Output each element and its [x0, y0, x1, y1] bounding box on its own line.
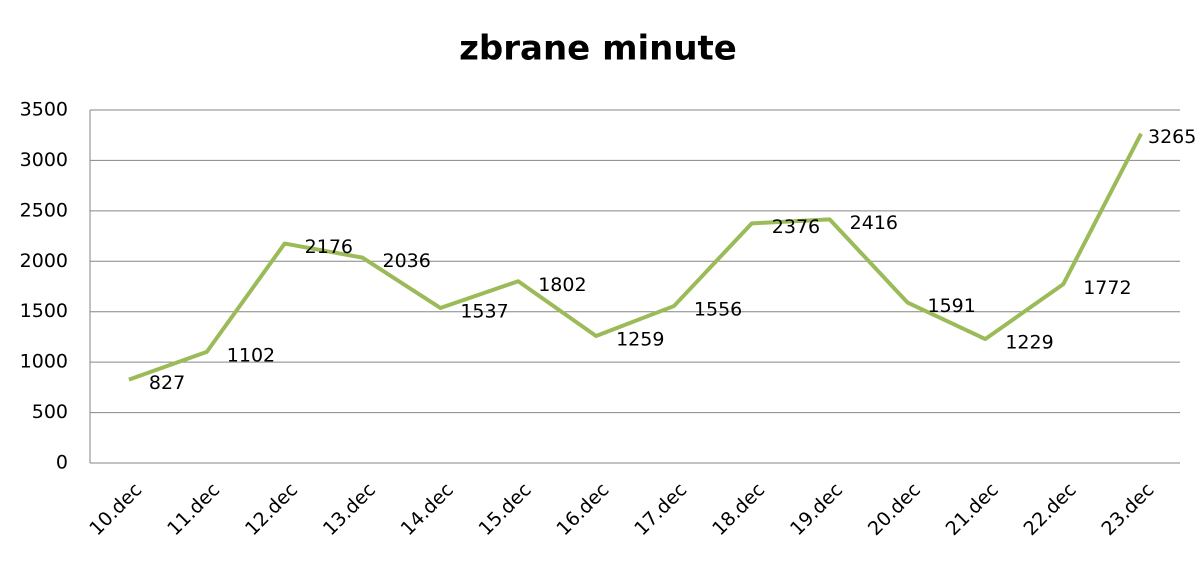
y-tick-label: 1500 [20, 300, 68, 322]
data-label: 1772 [1083, 277, 1131, 299]
data-label: 1537 [460, 300, 508, 322]
x-tick-label: 13.dec [319, 479, 380, 540]
x-tick-label: 12.dec [241, 479, 302, 540]
y-tick-label: 0 [56, 452, 68, 474]
y-tick-label: 2500 [20, 199, 68, 221]
x-tick-label: 19.dec [786, 479, 847, 540]
data-label: 827 [149, 372, 185, 394]
data-label: 1591 [928, 295, 976, 317]
x-tick-label: 22.dec [1020, 479, 1081, 540]
x-tick-label: 21.dec [942, 479, 1003, 540]
data-label: 1102 [227, 344, 275, 366]
x-tick-label: 23.dec [1097, 479, 1158, 540]
x-tick-label: 17.dec [630, 479, 691, 540]
line [128, 132, 1143, 382]
data-label: 1229 [1005, 332, 1053, 354]
data-label: 1802 [538, 274, 586, 296]
data-label: 2176 [305, 236, 353, 258]
y-tick-label: 1000 [20, 351, 68, 373]
y-tick-label: 2000 [20, 250, 68, 272]
y-tick-label: 3500 [20, 99, 68, 121]
y-tick-label: 500 [32, 401, 68, 423]
y-tick-label: 3000 [20, 149, 68, 171]
x-tick-label: 10.dec [85, 479, 146, 540]
x-tick-label: 18.dec [708, 479, 769, 540]
x-tick-label: 14.dec [397, 479, 458, 540]
data-label: 1259 [616, 329, 664, 351]
x-tick-label: 15.dec [475, 479, 536, 540]
x-tick-label: 11.dec [163, 479, 224, 540]
data-label: 2376 [772, 216, 820, 238]
data-label: 3265 [1148, 126, 1196, 148]
x-tick-label: 16.dec [552, 479, 613, 540]
x-tick-label: 20.dec [864, 479, 925, 540]
chart-title: zbrane minute [459, 29, 737, 69]
data-label: 1556 [694, 299, 742, 321]
data-label: 2416 [850, 212, 898, 234]
data-label: 2036 [383, 250, 431, 272]
